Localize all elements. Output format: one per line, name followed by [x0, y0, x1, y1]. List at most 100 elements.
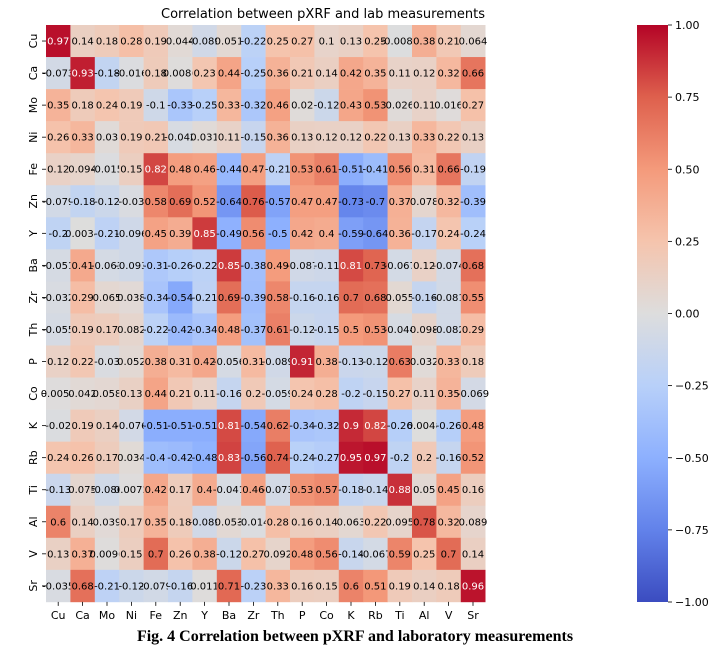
heatmap-cell — [46, 313, 71, 346]
heatmap-cell — [216, 537, 242, 571]
heatmap-cell — [143, 153, 169, 186]
heatmap-cell — [119, 345, 144, 378]
cell-value-label: 0.51 — [364, 581, 386, 592]
cell-value-label: 0.19 — [120, 101, 142, 112]
cell-value-label: 0.37 — [389, 197, 411, 208]
cell-value-label: 0.41 — [71, 261, 93, 272]
colorbar-ticks: 1.00 0.75 0.50 0.25 0.00 −0.25 −0.50 −0.75 −1.00 — [668, 19, 709, 609]
heatmap-cell — [70, 537, 96, 571]
heatmap-cell — [338, 569, 364, 603]
cell-value-label: -0.51 — [167, 421, 193, 432]
heatmap-cell — [363, 505, 388, 539]
heatmap-cell — [94, 121, 120, 154]
cell-value-label: -0.1 — [146, 101, 166, 112]
cell-value-label: 0.24 — [437, 229, 459, 240]
heatmap-cell — [387, 281, 413, 314]
y-tick-label: Th — [27, 323, 40, 338]
heatmap-cell — [265, 473, 291, 507]
heatmap-cell — [412, 377, 437, 410]
heatmap-cell — [265, 249, 291, 282]
cell-value-label: 0.57 — [315, 485, 337, 496]
cell-value-label: -0.24 — [289, 453, 315, 464]
cell-value-label: 0.68 — [71, 581, 93, 592]
cell-value-label: 0.71 — [218, 581, 240, 592]
heatmap-cell — [363, 569, 388, 603]
cell-value-label: 0.078 — [410, 197, 439, 208]
heatmap-cell — [314, 313, 340, 346]
heatmap-cell — [460, 89, 486, 122]
heatmap-cell — [94, 57, 120, 90]
heatmap-cell — [460, 345, 486, 378]
heatmap-cell — [387, 569, 413, 603]
heatmap-cell — [192, 217, 218, 250]
cell-value-label: 0.53 — [291, 165, 313, 176]
heatmap-cell — [143, 217, 169, 250]
cell-value-label: 0.26 — [71, 453, 93, 464]
cell-value-label: 0.13 — [462, 133, 484, 144]
heatmap-cell — [241, 569, 266, 603]
heatmap-cell — [192, 505, 218, 539]
cell-value-label: -0.39 — [240, 293, 266, 304]
cell-value-label: -0.076 — [115, 421, 147, 432]
heatmap-cell — [387, 249, 413, 282]
heatmap-cell — [290, 89, 315, 122]
cell-value-label: 0.13 — [47, 549, 69, 560]
heatmap-cell — [265, 121, 291, 154]
heatmap-cell — [94, 153, 120, 186]
heatmap-cell — [387, 57, 413, 90]
heatmap-cell — [70, 57, 96, 90]
cell-value-label: 0.38 — [193, 549, 215, 560]
cell-value-label: 0.17 — [120, 517, 142, 528]
heatmap-cell — [338, 409, 364, 442]
heatmap-cell — [168, 121, 193, 154]
heatmap-cell — [70, 569, 96, 603]
cell-value-label: -0.16 — [216, 389, 242, 400]
cell-value-label: -0.042 — [164, 133, 196, 144]
heatmap-cell — [387, 505, 413, 539]
cell-value-label: -0.081 — [432, 293, 464, 304]
cell-value-label: 0.16 — [291, 581, 313, 592]
cell-value-label: -0.4 — [146, 453, 166, 464]
heatmap-cell — [94, 409, 120, 442]
heatmap-cell — [338, 377, 364, 410]
heatmap-cell — [412, 441, 437, 474]
cell-value-label: -0.7 — [366, 197, 386, 208]
heatmap-cell — [46, 537, 71, 571]
heatmap-cell — [412, 57, 437, 90]
heatmap-cell — [241, 121, 266, 154]
x-tick-label: P — [299, 609, 306, 622]
cell-value-label: 0.18 — [169, 517, 191, 528]
heatmap-cell — [436, 313, 462, 346]
cell-value-label: 0.27 — [291, 37, 313, 48]
heatmap-cell — [168, 377, 193, 410]
y-tick-label: Ca — [27, 66, 40, 80]
cell-value-label: -0.51 — [143, 421, 169, 432]
cell-value-label: 0.034 — [117, 453, 146, 464]
heatmap-cell — [265, 441, 291, 474]
cell-value-label: 0.14 — [315, 517, 337, 528]
cell-value-label: -0.23 — [240, 581, 266, 592]
x-tick-label: Fe — [150, 609, 163, 622]
heatmap-cell — [94, 569, 120, 603]
heatmap-cell — [143, 57, 169, 90]
cell-value-label: -0.34 — [143, 293, 169, 304]
cell-value-label: 0.0048 — [407, 421, 442, 432]
cell-value-label: -0.12 — [314, 101, 340, 112]
heatmap-cell — [241, 441, 266, 474]
heatmap-cell — [460, 185, 486, 218]
cell-value-label: 0.082 — [117, 325, 146, 336]
cell-value-label: -0.56 — [240, 453, 266, 464]
cell-value-label: -0.16 — [167, 581, 193, 592]
heatmap-cell — [241, 25, 266, 58]
cell-value-label: 0.21 — [291, 69, 313, 80]
cell-value-label: 0.16 — [291, 517, 313, 528]
cell-value-label: -0.16 — [314, 293, 340, 304]
cell-value-label: -0.12 — [362, 357, 388, 368]
y-tick-label: Rb — [27, 450, 40, 465]
heatmap-cell — [436, 537, 462, 571]
heatmap-cell — [216, 153, 242, 186]
cell-value-label: -0.33 — [167, 101, 193, 112]
heatmap-cell — [192, 185, 218, 218]
heatmap-cell — [46, 217, 71, 250]
cell-value-label: 0.35 — [364, 69, 386, 80]
